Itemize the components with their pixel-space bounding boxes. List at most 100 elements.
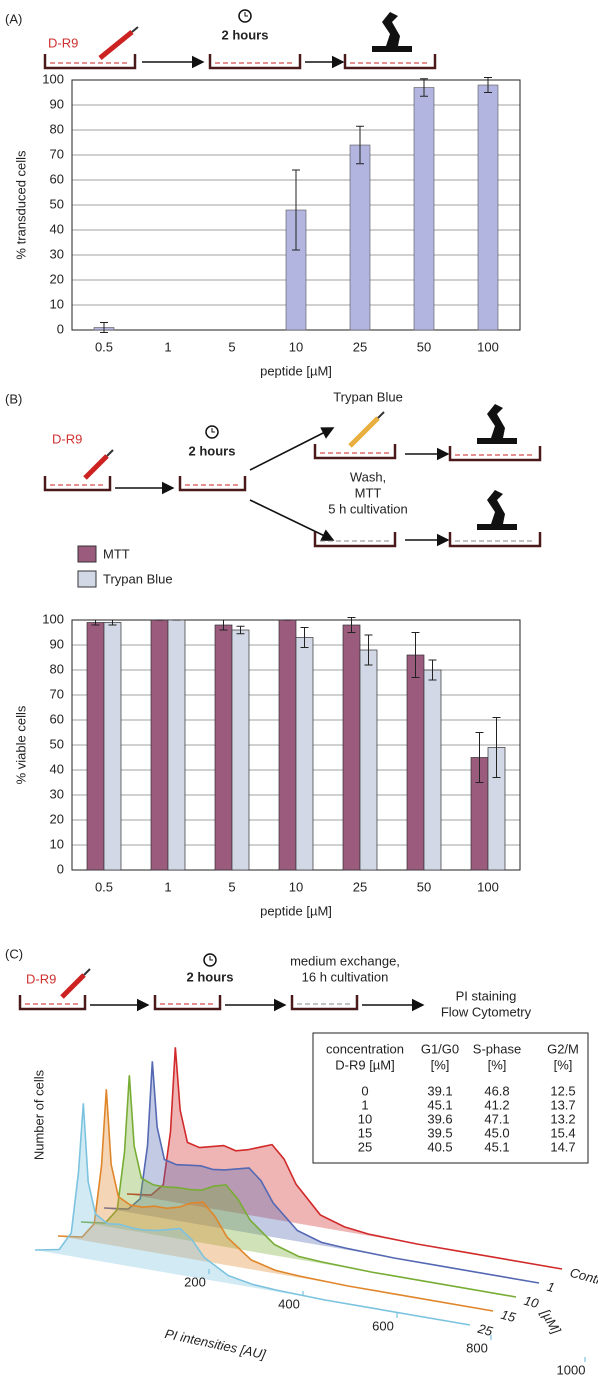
schematic <box>45 404 540 546</box>
x-tick-label: 800 <box>466 1340 488 1355</box>
y-tick-label: 50 <box>50 196 64 211</box>
bar <box>350 145 370 330</box>
table-cell: 10 <box>358 1111 372 1126</box>
step-label: D-R9 <box>26 971 56 986</box>
y-tick-label: 40 <box>50 221 64 236</box>
x-tick-label: 1000 <box>557 1362 586 1377</box>
step-label: 2 hours <box>222 27 269 42</box>
x-tick-label: 25 <box>353 339 367 354</box>
y-axis-label: % viable cells <box>13 705 28 784</box>
x-tick-label: 50 <box>417 879 431 894</box>
panel-label: (C) <box>5 946 23 961</box>
step-label: MTT <box>355 485 382 500</box>
x-tick-label: 100 <box>477 339 499 354</box>
step-label: 2 hours <box>189 443 236 458</box>
table-header: [%] <box>431 1057 450 1072</box>
step-label: D-R9 <box>52 431 82 446</box>
table-cell: 40.5 <box>427 1139 452 1154</box>
step-label: medium exchange, <box>290 953 400 968</box>
y-tick-label: 60 <box>50 711 64 726</box>
bar <box>343 625 360 870</box>
step-label: 5 h cultivation <box>328 501 408 516</box>
y-tick-label: 30 <box>50 786 64 801</box>
table-cell: 41.2 <box>484 1097 509 1112</box>
series-label: 15 <box>499 1307 518 1325</box>
panel-label: (A) <box>5 11 22 26</box>
table-cell: 13.7 <box>550 1097 575 1112</box>
table-header: concentration <box>326 1041 404 1056</box>
table-cell: 0 <box>361 1083 368 1098</box>
x-axis-label: PI intensities [AU] <box>163 1326 267 1362</box>
table-cell: 46.8 <box>484 1083 509 1098</box>
legend-swatch <box>78 571 96 587</box>
y-tick-label: 20 <box>50 811 64 826</box>
series-label: 1 <box>545 1279 556 1295</box>
x-tick-label: 0.5 <box>95 879 113 894</box>
y-axis-label: % transduced cells <box>13 150 28 260</box>
x-tick-label: 600 <box>372 1318 394 1333</box>
z-axis-label: [µM] <box>538 1306 564 1337</box>
y-axis-label: Number of cells <box>31 1069 46 1160</box>
bar <box>87 623 104 871</box>
table-cell: 15.4 <box>550 1125 575 1140</box>
y-tick-label: 10 <box>50 836 64 851</box>
y-tick-label: 80 <box>50 661 64 676</box>
y-tick-label: 100 <box>42 611 64 626</box>
x-tick-label: 100 <box>477 879 499 894</box>
y-tick-label: 90 <box>50 636 64 651</box>
y-tick-label: 30 <box>50 246 64 261</box>
step-label: Wash, <box>350 469 386 484</box>
table-header: D-R9 [µM] <box>335 1057 395 1072</box>
y-tick-label: 0 <box>57 321 64 336</box>
x-tick-label: 1 <box>164 339 171 354</box>
table-cell: 1 <box>361 1097 368 1112</box>
x-tick-label: 10 <box>289 879 303 894</box>
table-cell: 12.5 <box>550 1083 575 1098</box>
bar <box>424 670 441 870</box>
step-label: Flow Cytometry <box>441 1004 532 1019</box>
table-cell: 45.1 <box>484 1139 509 1154</box>
series-label: 25 <box>475 1320 495 1339</box>
x-tick-label: 1 <box>164 879 171 894</box>
x-axis-label: peptide [µM] <box>260 903 332 918</box>
x-tick-label: 200 <box>184 1274 206 1289</box>
x-tick-label: 5 <box>228 879 235 894</box>
legend-label: Trypan Blue <box>103 571 173 586</box>
legend-label: MTT <box>103 546 130 561</box>
step-label: 16 h cultivation <box>302 969 389 984</box>
bar <box>232 630 249 870</box>
bar <box>407 655 424 870</box>
table-cell: 15 <box>358 1125 372 1140</box>
panel-label: (B) <box>5 391 22 406</box>
table-cell: 39.5 <box>427 1125 452 1140</box>
table-header: G1/G0 <box>421 1041 459 1056</box>
y-tick-label: 10 <box>50 296 64 311</box>
bar <box>279 620 296 870</box>
bar <box>296 638 313 871</box>
table-cell: 47.1 <box>484 1111 509 1126</box>
table-cell: 13.2 <box>550 1111 575 1126</box>
x-tick-label: 0.5 <box>95 339 113 354</box>
y-tick-label: 70 <box>50 146 64 161</box>
y-tick-label: 70 <box>50 686 64 701</box>
bar <box>414 88 434 331</box>
bar <box>168 620 185 870</box>
series-label: 10 <box>522 1293 541 1311</box>
bar <box>478 85 498 330</box>
x-tick-label: 5 <box>228 339 235 354</box>
y-tick-label: 90 <box>50 96 64 111</box>
x-tick-label: 10 <box>289 339 303 354</box>
x-tick-label: 50 <box>417 339 431 354</box>
table-header: [%] <box>554 1057 573 1072</box>
table-cell: 45.1 <box>427 1097 452 1112</box>
table-cell: 14.7 <box>550 1139 575 1154</box>
x-tick-label: 400 <box>278 1296 300 1311</box>
table-cell: 39.1 <box>427 1083 452 1098</box>
y-tick-label: 20 <box>50 271 64 286</box>
bar <box>215 625 232 870</box>
y-tick-label: 0 <box>57 861 64 876</box>
bar <box>104 623 121 871</box>
step-label: 2 hours <box>187 969 234 984</box>
step-label: PI staining <box>456 988 517 1003</box>
y-tick-label: 40 <box>50 761 64 776</box>
